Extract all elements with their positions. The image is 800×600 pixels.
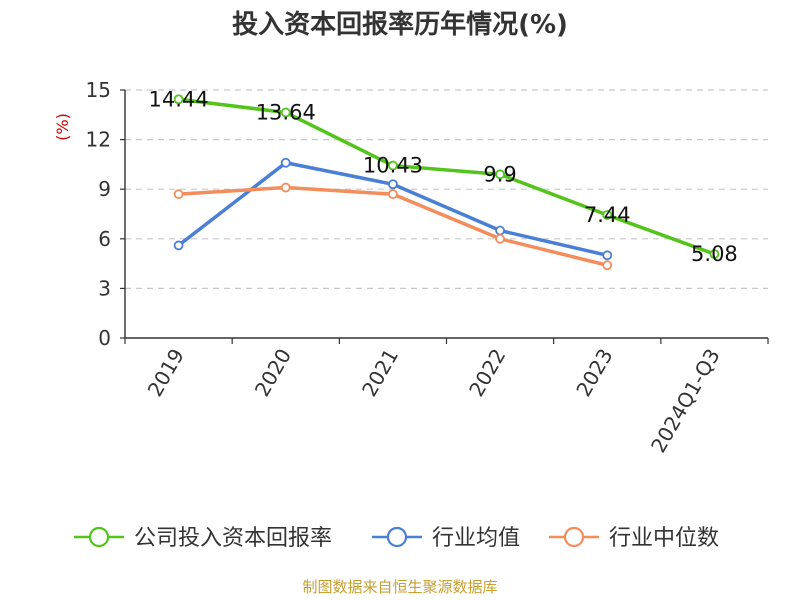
series-line [178,97,716,256]
data-label: 5.08 [691,242,738,266]
series-line [178,185,608,267]
data-point [602,250,613,261]
data-label: 13.64 [256,100,316,124]
data-point [280,157,291,168]
data-point [388,189,398,200]
source-note: 制图数据来自恒生聚源数据库 [302,578,497,596]
y-tick-label: 15 [86,78,111,102]
data-point [388,160,398,171]
data-point [173,189,184,200]
legend-label: 行业中位数 [609,526,719,551]
legend-label: 行业均值 [432,526,520,551]
x-tick-label: 2023 [571,345,617,401]
data-point [602,260,613,271]
data-point [388,179,398,190]
data-label: 9.9 [483,162,516,186]
data-point [173,240,184,251]
y-tick-label: 3 [98,276,111,300]
x-tick-label: 2022 [464,345,510,401]
x-tick-label: 2020 [250,345,296,401]
y-tick-label: 9 [98,177,111,201]
x-tick-label: 2024Q1-Q3 [646,345,725,457]
legend-item[interactable]: 行业均值 [372,526,520,551]
axes: 0 3 6 9 12 15 2019 2020 2021 2022 2023 2024Q1-Q3 [86,78,769,457]
data-label: 14.44 [149,87,209,111]
x-tick-label: 2019 [143,345,189,401]
legend-marker-icon [563,526,585,548]
data-point [495,169,505,180]
y-tick-label: 12 [86,128,111,152]
y-tick-label: 6 [98,227,111,251]
grid [125,89,768,289]
data-point [173,94,184,105]
legend: 公司投入资本回报率 行业均值 行业中位数 [74,526,719,551]
data-point [602,210,613,220]
x-tick-label: 2021 [357,345,403,401]
legend-item[interactable]: 公司投入资本回报率 [74,526,332,551]
data-point [495,225,505,236]
data-labels: 14.44 13.64 10.43 9.9 7.44 5.08 [149,87,738,266]
y-tick-label: 0 [98,326,111,350]
legend-marker-icon [386,526,408,548]
data-point [709,249,720,259]
data-label: 7.44 [584,203,631,227]
legend-label: 公司投入资本回报率 [134,526,332,551]
legend-item[interactable]: 行业中位数 [549,526,719,551]
legend-marker-icon [88,526,110,548]
data-label: 10.43 [363,154,423,178]
y-axis-unit: (%) [53,113,72,141]
data-point [280,182,291,193]
chart-title: 投入资本回报率历年情况(%) [232,9,568,40]
series-layer [173,94,720,271]
data-point [495,233,505,244]
data-point [280,107,291,118]
